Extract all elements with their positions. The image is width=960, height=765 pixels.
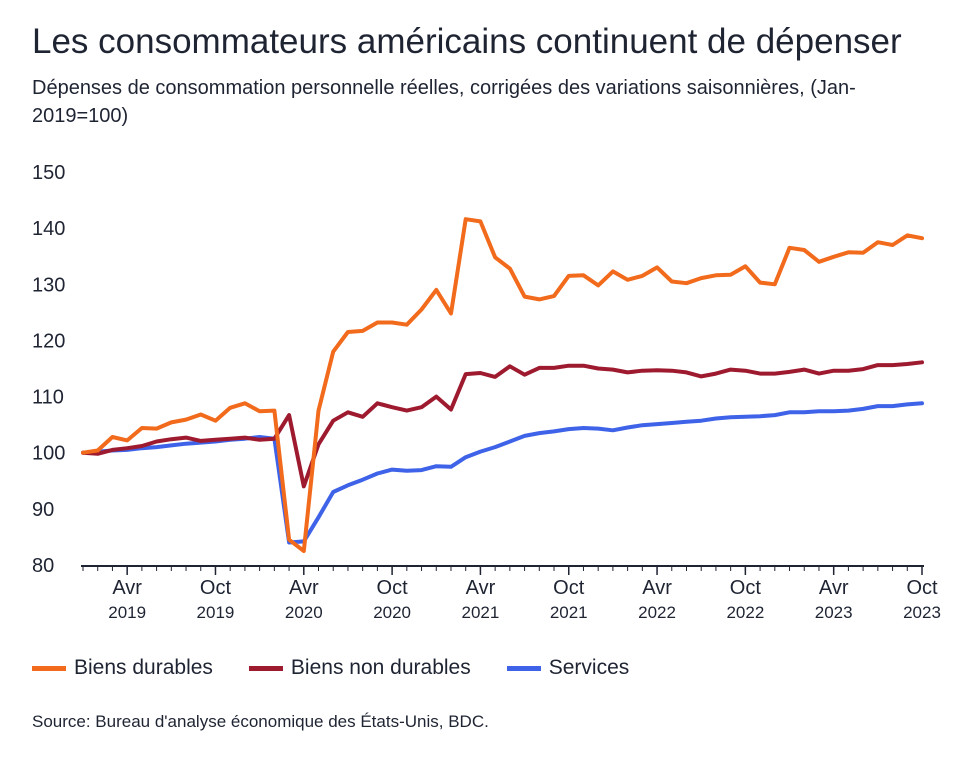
legend-label-biens-durables: Biens durables	[74, 656, 213, 679]
series-line-services	[81, 401, 924, 545]
y-tick-label: 80	[32, 555, 54, 577]
legend-item-services: Services	[506, 656, 630, 680]
chart-title: Les consommateurs américains continuent …	[32, 22, 902, 61]
x-tick-year-label: 2023	[903, 603, 941, 622]
legend-item-biens-durables: Biens durables	[32, 656, 213, 680]
legend-item-biens-non-durables: Biens non durables	[248, 656, 471, 680]
x-tick-year-label: 2022	[726, 603, 764, 622]
legend-label-services: Services	[548, 656, 630, 679]
chart-subtitle: Dépenses de consommation personnelle rée…	[32, 77, 856, 127]
x-tick-month-label: Oct	[377, 577, 409, 599]
line-chart: 80 90 100 110 120 130 140 150 Avr 2019 Oct 2019 Avr 2…	[32, 162, 941, 622]
x-tick-year-label: 2019	[108, 603, 146, 622]
legend-swatch-services	[506, 665, 541, 671]
y-tick-label: 150	[32, 162, 65, 184]
x-tick-month-label: Oct	[553, 577, 585, 599]
x-tick-month-label: Oct	[906, 577, 938, 599]
y-tick-label: 90	[32, 499, 54, 521]
x-tick-year-label: 2021	[550, 603, 588, 622]
x-tick-month-label: Avr	[112, 577, 142, 599]
x-tick-month-label: Avr	[642, 577, 672, 599]
y-tick-label: 130	[32, 274, 65, 296]
chart-source: Source: Bureau d'analyse économique des …	[32, 712, 489, 731]
y-tick-label: 140	[32, 218, 65, 240]
x-tick-year-label: 2020	[285, 603, 323, 622]
x-tick-month-label: Avr	[819, 577, 849, 599]
chart-legend: Biens durables Biens non durables Servic…	[32, 654, 665, 682]
x-tick-year-label: 2021	[462, 603, 500, 622]
x-tick-month-label: Avr	[289, 577, 319, 599]
x-tick-month-label: Avr	[466, 577, 496, 599]
x-tick-year-label: 2022	[638, 603, 676, 622]
legend-swatch-biens-durables	[32, 665, 66, 671]
y-tick-label: 110	[32, 387, 64, 409]
legend-swatch-biens-non-durables	[248, 665, 283, 671]
legend-label-biens-non-durables: Biens non durables	[290, 656, 471, 679]
y-tick-label: 120	[32, 330, 65, 352]
x-tick-year-label: 2020	[373, 603, 411, 622]
x-tick-month-label: Oct	[730, 577, 762, 599]
series-line-biens-non-durables	[81, 360, 924, 489]
y-tick-label: 100	[32, 443, 65, 465]
series-line-biens-durables	[81, 217, 924, 553]
x-tick-month-label: Oct	[200, 577, 232, 599]
x-tick-year-label: 2023	[815, 603, 853, 622]
x-tick-year-label: 2019	[197, 603, 235, 622]
